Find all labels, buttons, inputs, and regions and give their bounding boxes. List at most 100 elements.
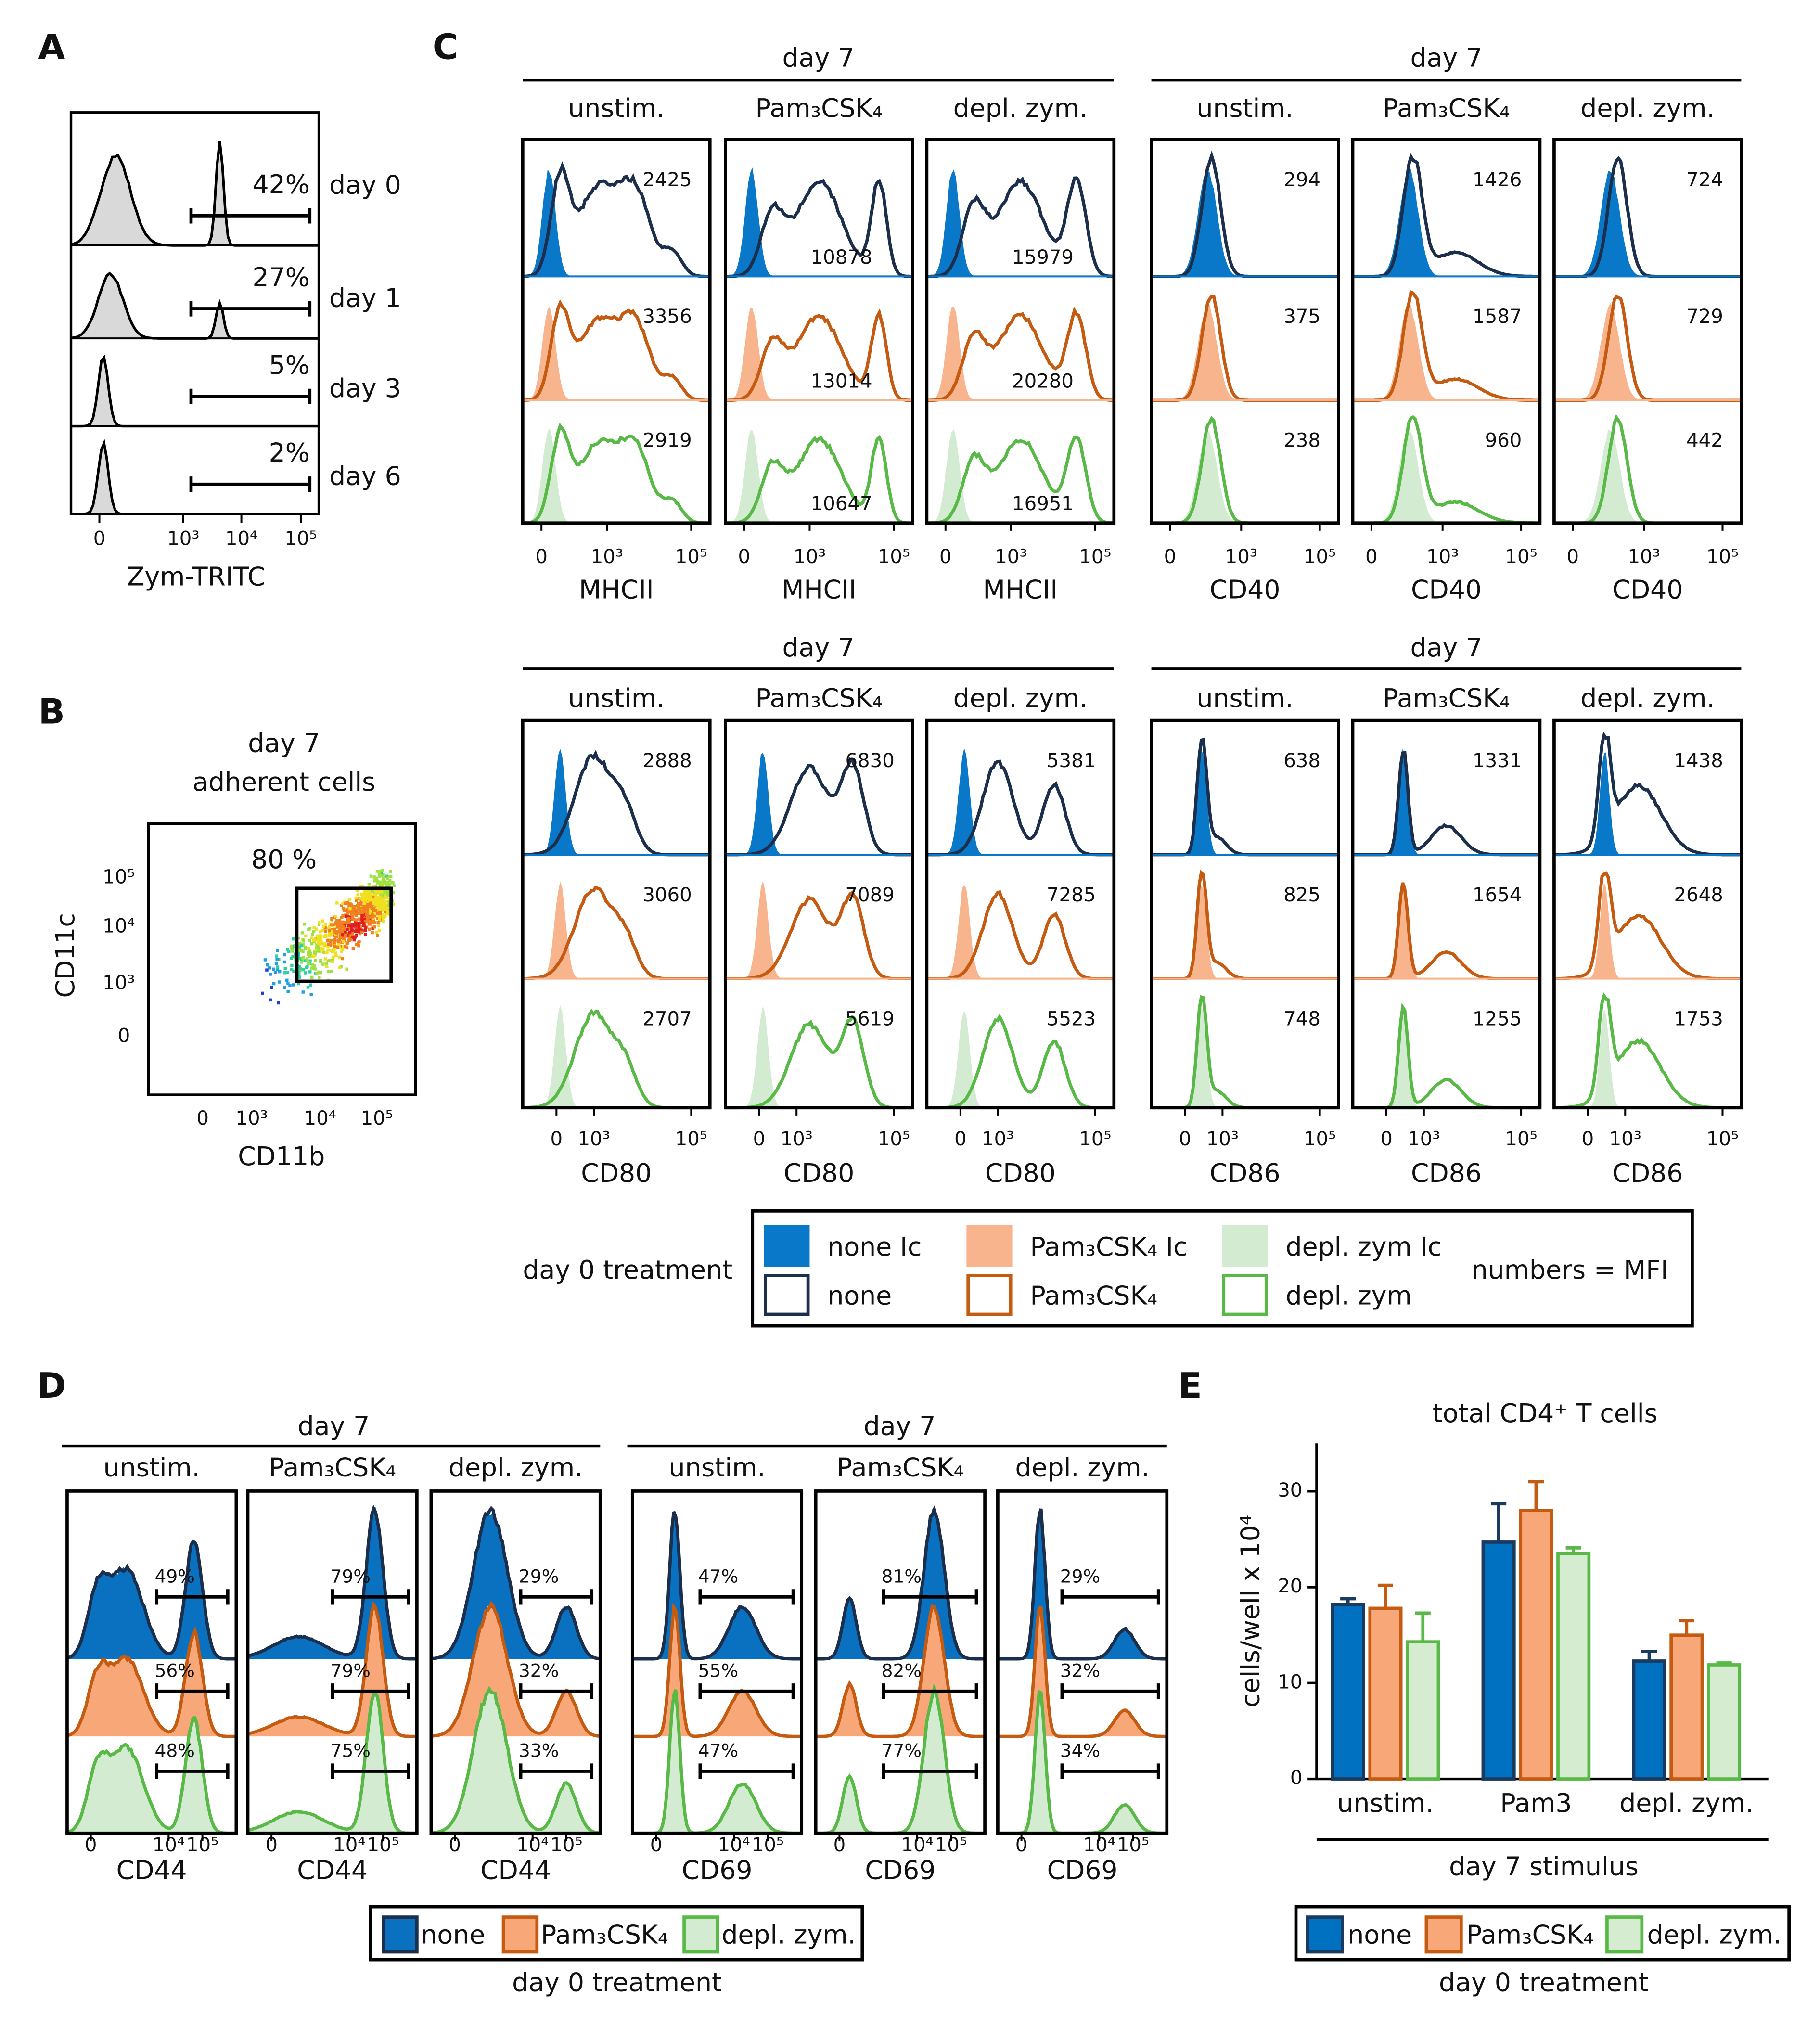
event-dot xyxy=(330,970,333,973)
x-tick-label: 0 xyxy=(738,546,751,568)
event-dot xyxy=(341,933,344,937)
event-dot xyxy=(290,963,294,967)
event-dot xyxy=(360,930,363,934)
event-dot xyxy=(333,937,337,941)
x-tick-label: Pam3 xyxy=(1500,1788,1572,1818)
histogram-outline xyxy=(431,1506,601,1660)
event-dot xyxy=(320,942,324,946)
isotype-histogram xyxy=(1353,428,1540,523)
event-dot xyxy=(310,975,314,979)
event-dot xyxy=(344,945,347,949)
isotype-histogram xyxy=(926,429,1114,523)
event-dot xyxy=(325,962,328,965)
mfi-value: 7285 xyxy=(1047,884,1096,906)
event-dot xyxy=(283,960,286,964)
axis-label: CD86 xyxy=(1411,1158,1482,1188)
column-header: unstim. xyxy=(1196,93,1293,123)
event-dot xyxy=(275,954,278,958)
event-dot xyxy=(355,913,359,917)
isotype-histogram xyxy=(523,881,710,979)
stained-histogram xyxy=(725,308,913,402)
event-dot xyxy=(317,942,320,945)
event-dot xyxy=(351,935,355,938)
event-dot xyxy=(265,968,269,972)
event-dot xyxy=(277,958,281,961)
event-dot xyxy=(346,928,349,931)
isotype-histogram xyxy=(725,1006,913,1108)
event-dot xyxy=(293,956,296,960)
event-dot xyxy=(372,875,376,879)
histogram-outline xyxy=(998,1606,1167,1738)
column-header: unstim. xyxy=(568,683,665,713)
event-dot xyxy=(380,890,383,894)
event-dot xyxy=(291,937,295,941)
legend-label: depl. zym. xyxy=(721,1919,856,1950)
event-dot xyxy=(350,933,353,937)
event-dot xyxy=(288,984,292,987)
mfi-value: 5381 xyxy=(1047,750,1096,772)
event-dot xyxy=(355,929,359,932)
event-dot xyxy=(362,922,366,925)
histogram-outline xyxy=(431,1601,601,1738)
legend-swatch xyxy=(1222,1225,1268,1267)
event-dot xyxy=(385,884,388,888)
event-dot xyxy=(374,876,378,880)
plot-title: adherent cells xyxy=(192,767,375,797)
error-bar xyxy=(1491,1502,1507,1542)
event-dot xyxy=(277,1001,280,1005)
x-tick-label: 10⁵ xyxy=(284,528,317,550)
axis-label: MHCII xyxy=(579,575,654,605)
isotype-histogram xyxy=(725,881,913,979)
histogram-outline xyxy=(632,1602,802,1738)
event-dot xyxy=(334,921,337,924)
event-dot xyxy=(286,989,290,993)
legend-note: numbers = MFI xyxy=(1472,1255,1668,1285)
event-dot xyxy=(369,910,372,913)
event-dot xyxy=(332,939,336,943)
y-tick-label: 10 xyxy=(1278,1671,1302,1693)
x-tick-label: 10³ xyxy=(794,546,826,568)
event-dot xyxy=(274,962,278,965)
bar xyxy=(1406,1640,1440,1781)
legend-swatch xyxy=(1605,1915,1644,1954)
event-dot xyxy=(383,910,387,914)
x-tick-label: 10⁵ xyxy=(1079,1128,1111,1150)
event-dot xyxy=(369,890,372,894)
event-dot xyxy=(383,895,386,898)
event-dot xyxy=(321,950,325,954)
event-dot xyxy=(312,937,316,941)
event-dot xyxy=(287,950,291,954)
event-dot xyxy=(297,945,301,949)
event-dot xyxy=(317,923,321,926)
event-dot xyxy=(377,891,381,895)
stained-histogram xyxy=(926,759,1114,857)
event-dot xyxy=(328,959,332,962)
mfi-value: 2919 xyxy=(642,430,692,452)
axis-label: MHCII xyxy=(782,575,857,605)
error-bar xyxy=(1340,1597,1356,1604)
event-dot xyxy=(298,942,302,946)
gate-percent: 33% xyxy=(519,1740,559,1761)
event-dot xyxy=(376,916,379,920)
event-dot xyxy=(312,966,315,970)
event-dot xyxy=(374,909,378,912)
histogram-outline xyxy=(816,1604,985,1738)
event-dot xyxy=(364,896,368,899)
event-dot xyxy=(276,965,280,969)
event-dot xyxy=(322,942,325,945)
stained-histogram xyxy=(725,435,913,525)
event-dot xyxy=(269,973,272,976)
event-dot xyxy=(384,891,388,895)
event-dot xyxy=(334,951,337,955)
gate-percent: 80 % xyxy=(251,844,317,874)
plot-frame xyxy=(1552,138,1743,525)
error-bar xyxy=(1415,1611,1431,1642)
event-dot xyxy=(363,933,367,937)
legend-swatch xyxy=(764,1274,810,1316)
x-tick-label: 10³ xyxy=(235,1107,268,1129)
event-dot xyxy=(381,913,385,917)
event-dot xyxy=(376,933,379,937)
event-dot xyxy=(365,893,369,896)
isotype-histogram xyxy=(725,753,913,855)
bar xyxy=(1556,1552,1591,1781)
